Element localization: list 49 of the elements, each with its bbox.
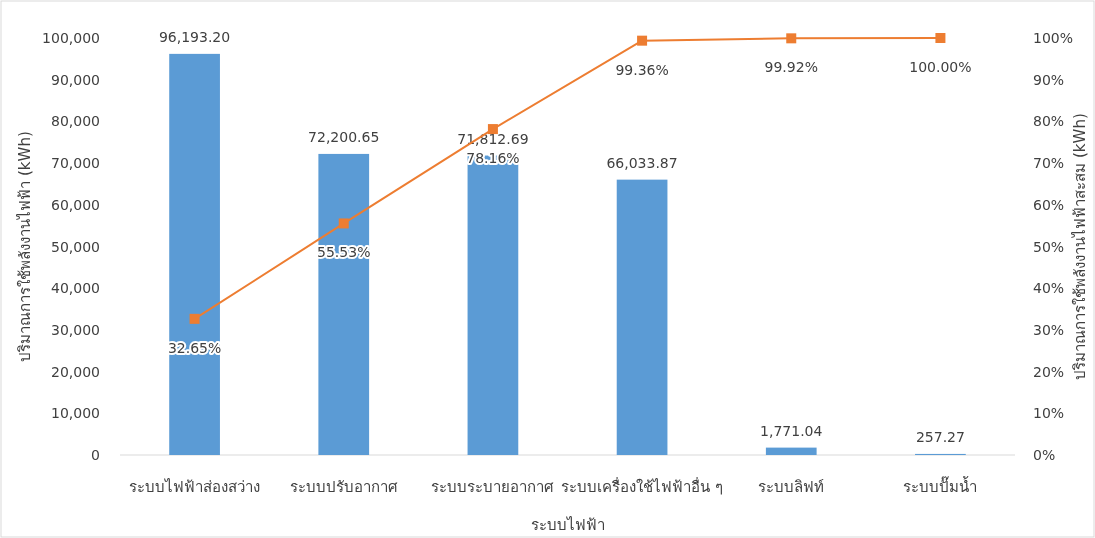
y2-tick-label: 40%: [1033, 280, 1065, 297]
bar: [169, 53, 220, 455]
y-tick-label: 80,000: [51, 113, 100, 130]
y2-tick-label: 60%: [1033, 196, 1065, 213]
point: [637, 35, 648, 46]
data-label: 72,200.65: [308, 128, 380, 145]
y-tick-label: 10,000: [51, 405, 100, 422]
y2-tick-label: 80%: [1033, 113, 1065, 130]
point: [338, 218, 349, 229]
y-tick-label: 60,000: [51, 196, 100, 213]
x-tick-label: ระบบไฟฟ้าส่องสว่าง: [129, 478, 261, 496]
bar: [467, 155, 519, 455]
y-tick-label: 30,000: [51, 321, 100, 338]
bar: [616, 179, 668, 455]
point: [935, 33, 946, 43]
data-label: 1,771.04: [760, 422, 823, 439]
point: [786, 33, 797, 44]
y-tick-label: 50,000: [51, 238, 100, 255]
data-label: 99.92%: [764, 59, 818, 76]
bar: [765, 447, 817, 455]
data-label: 99.36%: [615, 61, 669, 78]
y-tick-label: 0: [91, 447, 100, 463]
y2-axis-title: ปริมาณการใช้พลังงานไฟฟ้าสะสม (kWh): [1071, 113, 1089, 380]
y-tick-label: 70,000: [51, 155, 100, 172]
y-tick-label: 40,000: [51, 280, 100, 297]
data-label: 66,033.87: [606, 154, 678, 171]
y2-tick-label: 100%: [1033, 30, 1074, 46]
x-tick-label: ระบบปรับอากาศ: [289, 478, 398, 496]
y2-tick-label: 0%: [1033, 447, 1056, 463]
y2-tick-label: 50%: [1033, 238, 1065, 255]
point: [189, 313, 200, 324]
data-label: 96,193.20: [158, 28, 231, 45]
x-tick-label: ระบบระบายอากาศ: [431, 478, 555, 496]
x-axis-title: ระบบไฟฟ้า: [530, 516, 605, 534]
x-tick-label: ระบบลิฟท์: [758, 478, 825, 496]
y2-tick-label: 90%: [1033, 71, 1065, 88]
y-tick-label: 90,000: [51, 71, 100, 88]
y-axis-title: ปริมาณการใช้พลังงานไฟฟ้า (kWh): [16, 131, 34, 362]
x-tick-label: ระบบเครื่องใช้ไฟฟ้าอื่น ๆ: [561, 476, 723, 496]
data-label: 257.27: [915, 428, 965, 445]
x-tick-label: ระบบปั๊มน้ำ: [903, 476, 978, 496]
y-tick-label: 100,000: [42, 30, 100, 46]
y2-tick-label: 70%: [1033, 155, 1065, 172]
y2-tick-label: 30%: [1033, 321, 1065, 338]
y2-tick-label: 20%: [1033, 363, 1065, 380]
y-tick-label: 20,000: [51, 363, 100, 380]
bar: [318, 153, 370, 455]
data-label: 100.00%: [909, 59, 972, 75]
y2-tick-label: 10%: [1033, 405, 1065, 422]
